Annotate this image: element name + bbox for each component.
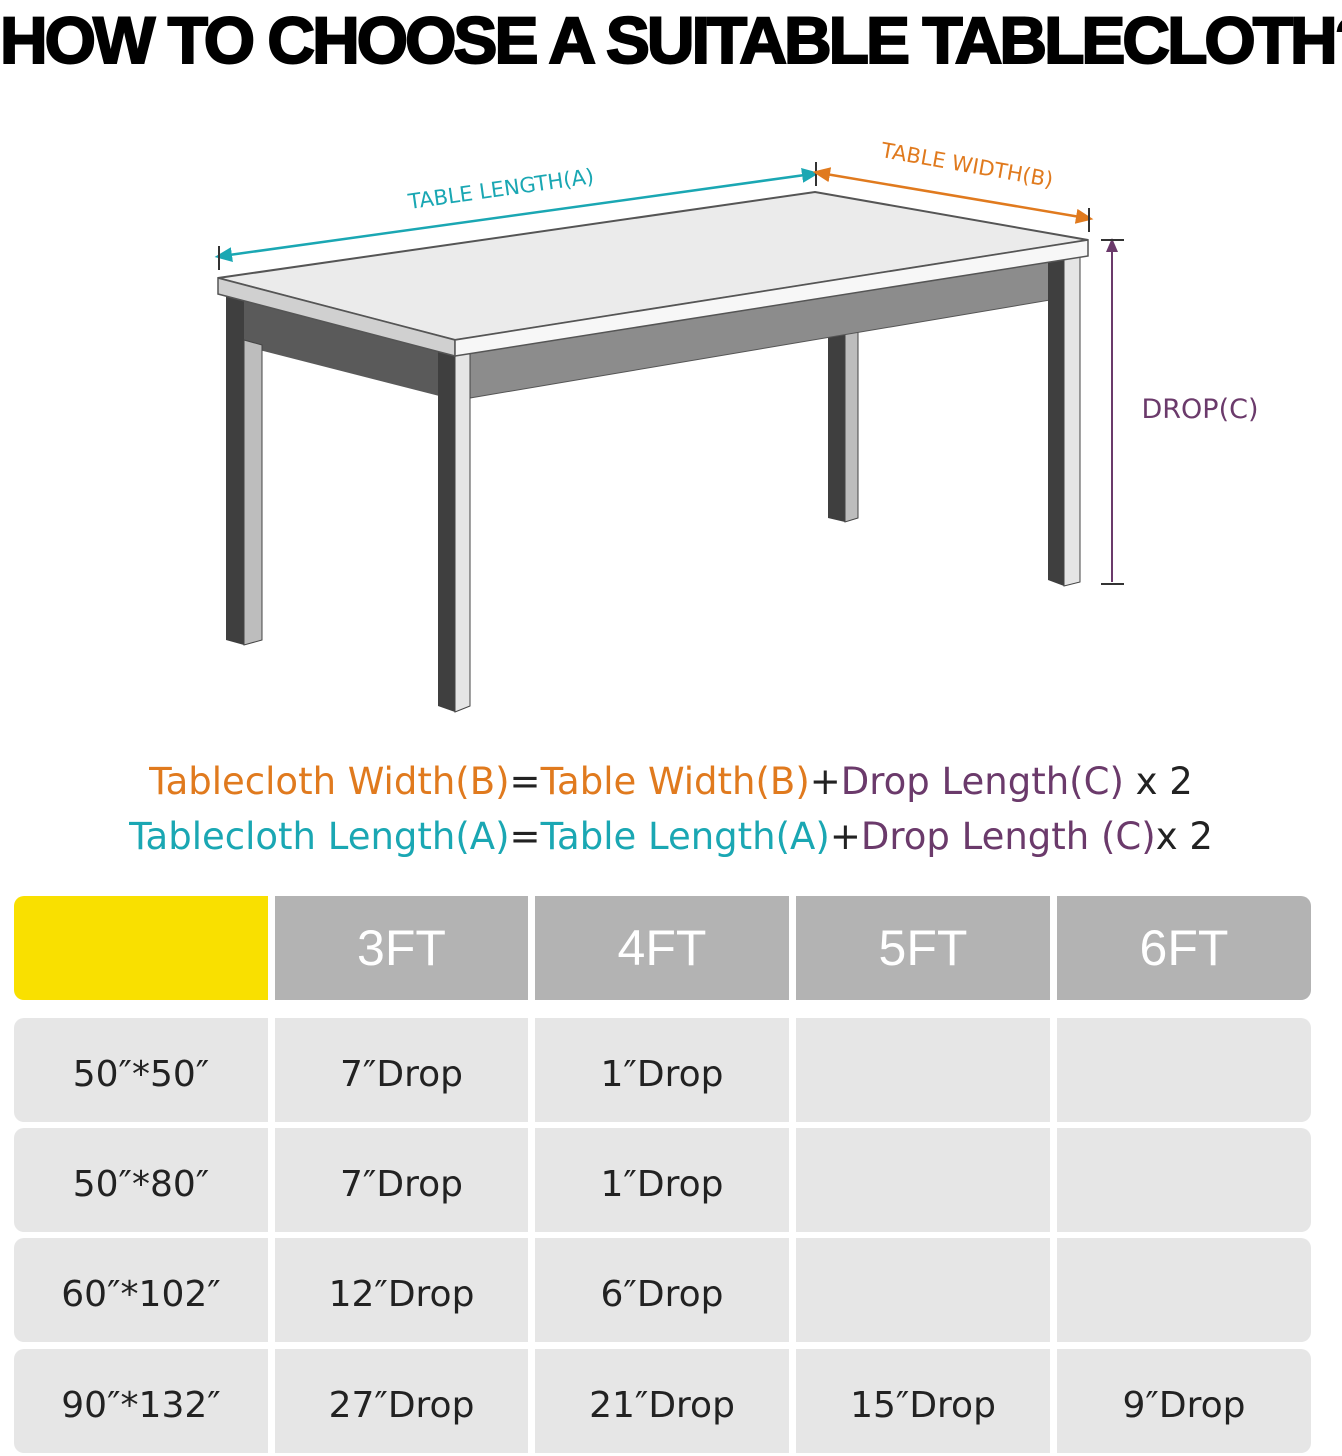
length-label: TABLE LENGTH(A): [406, 164, 596, 214]
table-leg: [1063, 253, 1081, 587]
table-apron: [240, 296, 455, 400]
formula-equals: =: [509, 815, 541, 858]
drop-cell: [796, 1018, 1050, 1122]
drop-cell: 7″Drop: [275, 1018, 528, 1122]
drop-cell: 15″Drop: [796, 1349, 1050, 1453]
tablecloth-size-cell: 90″*132″: [14, 1349, 268, 1453]
table-leg: [454, 351, 471, 713]
formula-lhs: Tablecloth Length(A): [129, 815, 510, 858]
drop-cell: 27″Drop: [275, 1349, 528, 1453]
drop-cell: 21″Drop: [535, 1349, 789, 1453]
table-leg: [438, 352, 455, 712]
drop-cell: 7″Drop: [275, 1128, 528, 1232]
tablecloth-size-cell: 50″*80″: [14, 1128, 268, 1232]
formula-multiplier: x 2: [1155, 815, 1213, 858]
header-cell-6ft: 6FT: [1057, 896, 1311, 1000]
table-leg: [844, 329, 859, 523]
drop-cell: [1057, 1018, 1311, 1122]
drop-label: DROP(C): [1141, 394, 1258, 425]
width-label: TABLE WIDTH(B): [878, 138, 1055, 192]
formula-plus: +: [829, 815, 861, 858]
table-illustration: [217, 190, 1089, 713]
header-cell-3ft: 3FT: [275, 896, 528, 1000]
drop-cell: 1″Drop: [535, 1018, 789, 1122]
formula-table-dimension: Table Width(B): [540, 760, 810, 803]
header-corner-cell: [14, 896, 268, 1000]
length-dimension-arrow: [214, 167, 820, 263]
tablecloth-size-cell: 50″*50″: [14, 1018, 268, 1122]
formula-plus: +: [809, 760, 841, 803]
width-dimension-arrow: [812, 167, 1094, 224]
page-title: HOW TO CHOOSE A SUITABLE TABLECLOTH?: [0, 2, 1342, 78]
formula-equals: =: [509, 760, 541, 803]
formula-table-dimension: Table Length(A): [540, 815, 830, 858]
drop-cell: [796, 1128, 1050, 1232]
width-formula: Tablecloth Width(B)=Table Width(B)+Drop …: [0, 760, 1342, 803]
drop-cell: [796, 1238, 1050, 1342]
drop-cell: [1057, 1128, 1311, 1232]
table-top-edge: [454, 239, 1089, 357]
table-leg: [243, 339, 263, 646]
tablecloth-size-cell: 60″*102″: [14, 1238, 268, 1342]
table-leg: [828, 330, 845, 522]
formula-multiplier: x 2: [1123, 760, 1193, 803]
table-leg: [226, 296, 244, 645]
formula-lhs: Tablecloth Width(B): [149, 760, 510, 803]
header-cell-4ft: 4FT: [535, 896, 789, 1000]
table-leg: [1048, 258, 1064, 586]
drop-cell: 1″Drop: [535, 1128, 789, 1232]
formula-drop: Drop Length (C): [860, 815, 1156, 858]
drop-cell: 6″Drop: [535, 1238, 789, 1342]
formula-drop: Drop Length(C): [840, 760, 1124, 803]
header-cell-5ft: 5FT: [796, 896, 1050, 1000]
drop-cell: 12″Drop: [275, 1238, 528, 1342]
drop-cell: 9″Drop: [1057, 1349, 1311, 1453]
drop-cell: [1057, 1238, 1311, 1342]
table-diagram: TABLE LENGTH(A) TABLE WIDTH(B) DROP(C): [214, 138, 1259, 713]
length-formula: Tablecloth Length(A)=Table Length(A)+Dro…: [0, 815, 1342, 858]
